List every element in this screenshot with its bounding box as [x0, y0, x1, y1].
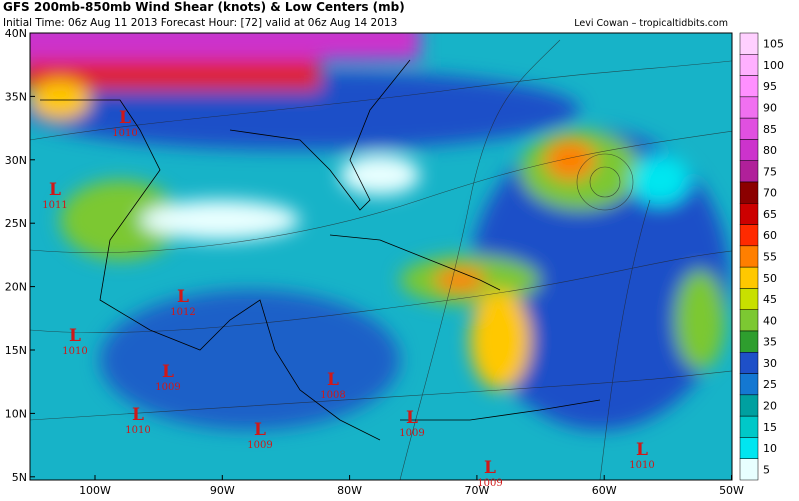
low-pressure: 1009 — [399, 428, 424, 439]
shear-map — [30, 33, 732, 480]
colorbar-swatch — [739, 181, 759, 204]
low-pressure: 1010 — [125, 425, 150, 436]
colorbar-label: 75 — [763, 165, 777, 178]
colorbar-swatch — [739, 32, 759, 55]
low-symbol: L — [484, 458, 496, 478]
low-pressure: 1012 — [170, 307, 195, 318]
low-symbol: L — [69, 326, 81, 346]
colorbar-swatch — [739, 266, 759, 289]
colorbar-label: 60 — [763, 229, 777, 242]
colorbar-label: 45 — [763, 293, 777, 306]
lon-label: 70W — [464, 484, 489, 497]
colorbar-swatch — [739, 224, 759, 247]
colorbar-swatch — [739, 245, 759, 268]
lat-label: 5N — [12, 471, 27, 484]
lon-label: 100W — [79, 484, 111, 497]
low-symbol: L — [132, 405, 144, 425]
colorbar-swatch — [739, 54, 759, 76]
colorbar-label: 40 — [763, 314, 777, 327]
colorbar: 1051009590858075706560555045403530252015… — [739, 32, 784, 481]
low-symbol: L — [636, 440, 648, 460]
colorbar-swatch — [739, 309, 759, 332]
axes: 40N 35N 30N 25N 20N 15N 10N 5N 100W 90W 80W 70W 60W 5… — [5, 27, 744, 497]
colorbar-label: 65 — [763, 208, 777, 221]
colorbar-label: 25 — [763, 378, 777, 391]
low-symbol: L — [327, 370, 339, 390]
lat-label: 30N — [5, 154, 27, 167]
low-symbol: L — [119, 108, 131, 128]
low-pressure: 1011 — [42, 200, 67, 211]
lon-label: 90W — [210, 484, 235, 497]
lon-label: 60W — [592, 484, 617, 497]
low-pressure: 1008 — [320, 390, 345, 401]
colorbar-label: 15 — [763, 421, 777, 434]
colorbar-label: 30 — [763, 357, 777, 370]
low-pressure: 1010 — [112, 128, 137, 139]
colorbar-swatch — [739, 203, 759, 225]
colorbar-swatch — [739, 415, 759, 438]
colorbar-swatch — [739, 330, 759, 353]
low-pressure: 1010 — [62, 346, 87, 357]
low-pressure: 1009 — [247, 440, 272, 451]
colorbar-label: 35 — [763, 336, 777, 349]
credit: Levi Cowan – tropicaltidbits.com — [574, 18, 728, 29]
colorbar-label: 95 — [763, 80, 777, 93]
colorbar-swatch — [739, 139, 759, 161]
low-pressure: 1009 — [477, 478, 502, 489]
title: GFS 200mb-850mb Wind Shear (knots) & Low… — [3, 0, 405, 14]
colorbar-swatch — [739, 75, 759, 98]
low-symbol: L — [406, 408, 418, 428]
lat-label: 10N — [5, 407, 27, 420]
lat-label: 25N — [5, 217, 27, 230]
colorbar-label: 55 — [763, 251, 777, 264]
lat-label: 40N — [5, 27, 27, 40]
lat-label: 15N — [5, 344, 27, 357]
subtitle: Initial Time: 06z Aug 11 2013 Forecast H… — [3, 17, 397, 29]
lat-label: 20N — [5, 281, 27, 294]
colorbar-swatch — [739, 394, 759, 417]
lon-label: 80W — [337, 484, 362, 497]
colorbar-label: 20 — [763, 400, 777, 413]
low-pressure: 1010 — [629, 460, 654, 471]
colorbar-label: 50 — [763, 272, 777, 285]
colorbar-label: 80 — [763, 144, 777, 157]
colorbar-label: 105 — [763, 38, 784, 51]
colorbar-label: 100 — [763, 59, 784, 72]
colorbar-swatch — [739, 352, 759, 374]
colorbar-label: 5 — [763, 463, 770, 476]
map-frame — [29, 32, 733, 481]
lat-label: 35N — [5, 90, 27, 103]
colorbar-label: 90 — [763, 102, 777, 115]
low-symbol: L — [49, 180, 61, 200]
low-symbol: L — [254, 420, 266, 440]
colorbar-label: 85 — [763, 123, 777, 136]
colorbar-swatch — [739, 437, 759, 459]
colorbar-label: 10 — [763, 442, 777, 455]
low-symbol: L — [162, 362, 174, 382]
colorbar-swatch — [739, 373, 759, 396]
colorbar-swatch — [739, 458, 759, 481]
colorbar-swatch — [739, 288, 759, 310]
low-pressure: 1009 — [155, 382, 180, 393]
low-symbol: L — [177, 287, 189, 307]
colorbar-swatch — [739, 117, 759, 140]
colorbar-swatch — [739, 96, 759, 119]
colorbar-swatch — [739, 160, 759, 183]
lon-label: 50W — [719, 484, 744, 497]
colorbar-label: 70 — [763, 187, 777, 200]
